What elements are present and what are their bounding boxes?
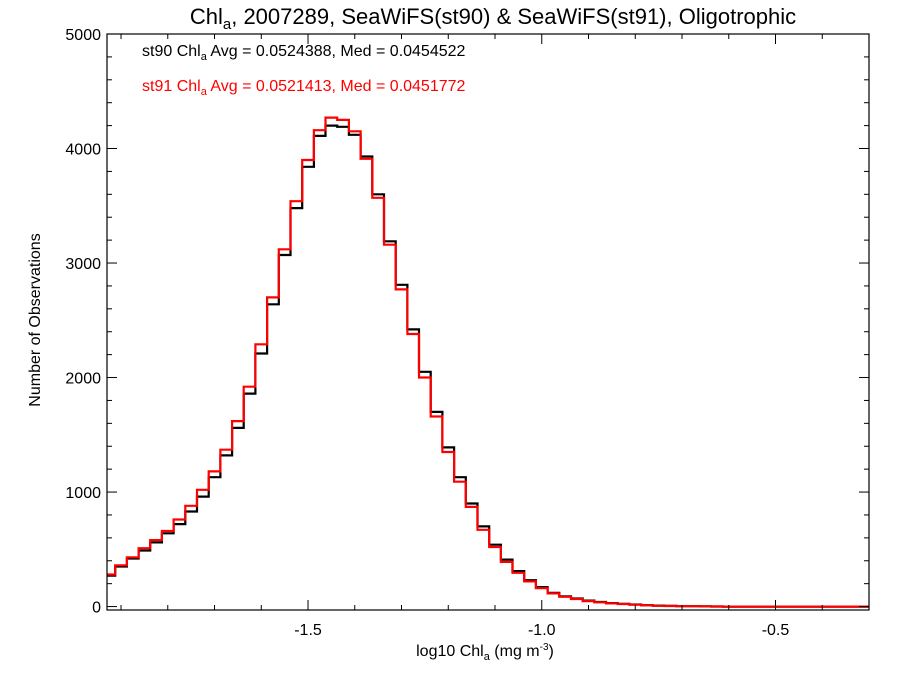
x-tick-label: -1.5 <box>294 622 322 639</box>
legend: st90 Chla Avg = 0.0524388, Med = 0.04545… <box>142 43 466 98</box>
y-tick-label: 0 <box>92 600 101 617</box>
y-tick-label: 5000 <box>65 27 101 44</box>
x-tick-label: -1.0 <box>528 622 556 639</box>
series-line-st90 <box>107 124 869 608</box>
series-layer <box>107 116 869 608</box>
x-axis-label: log10 Chla (mg m-3) <box>416 642 554 663</box>
axes: -1.5 -1.0 -0.5 0 1000 2000 3000 4000 5000 <box>65 27 870 639</box>
y-axis-label: Number of Observations <box>27 233 44 406</box>
y-tick-label: 3000 <box>65 256 101 273</box>
legend-entry-st91: st91 Chla Avg = 0.0521413, Med = 0.04517… <box>142 78 466 98</box>
y-tick-label: 4000 <box>65 142 101 159</box>
series-line-st91 <box>107 116 869 608</box>
x-tick-label: -0.5 <box>762 622 790 639</box>
chart-title: Chla, 2007289, SeaWiFS(st90) & SeaWiFS(s… <box>190 4 796 33</box>
legend-entry-st90: st90 Chla Avg = 0.0524388, Med = 0.04545… <box>142 43 466 63</box>
plot-frame <box>106 33 870 611</box>
y-tick-label: 2000 <box>65 371 101 388</box>
y-tick-label: 1000 <box>65 485 101 502</box>
